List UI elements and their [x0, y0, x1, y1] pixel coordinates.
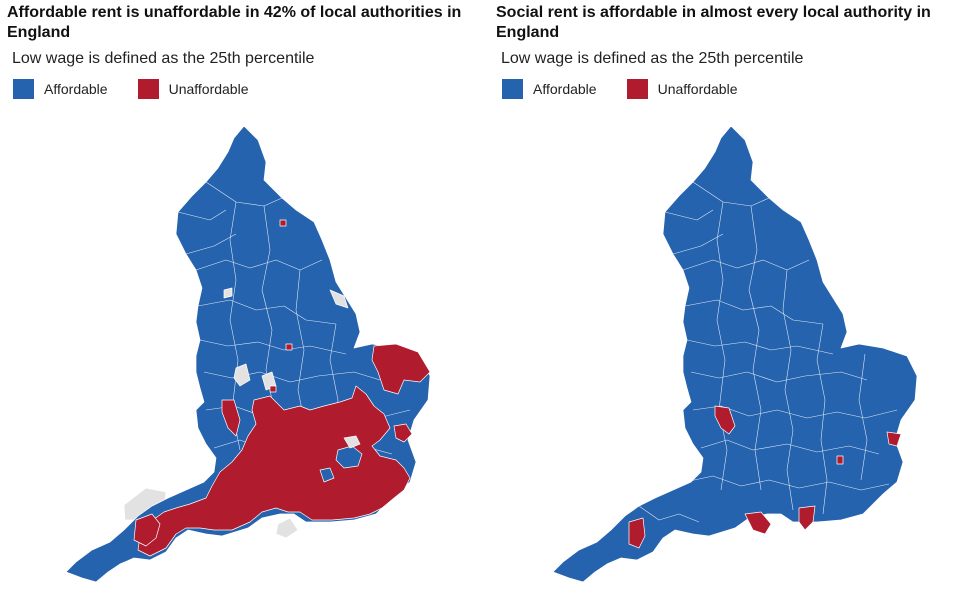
legend-swatch-unaffordable: [626, 79, 648, 99]
legend-item-affordable: Affordable: [13, 79, 108, 99]
unaffordable-region-east-anglia: [371, 343, 431, 395]
nodata-region: [329, 289, 349, 309]
map-panel-social-rent: Social rent is affordable in almost ever…: [489, 0, 977, 606]
map-panel-affordable-rent: Affordable rent is unaffordable in 42% o…: [0, 0, 488, 606]
nodata-region: [233, 363, 251, 387]
unaffordable-region-speck: [279, 219, 287, 227]
nodata-region: [343, 435, 361, 449]
legend-label: Unaffordable: [657, 81, 738, 97]
affordable-region: [319, 467, 335, 483]
unaffordable-region-west: [714, 405, 736, 435]
unaffordable-region-london: [836, 455, 844, 465]
england-map-affordable-rent: [65, 125, 431, 583]
unaffordable-region-dorset: [744, 511, 772, 535]
nodata-region: [223, 287, 233, 299]
map-subtitle: Low wage is defined as the 25th percenti…: [12, 50, 315, 67]
unaffordable-region-midlands-spot: [221, 399, 241, 437]
unaffordable-region-speck: [285, 343, 293, 351]
map-title: Affordable rent is unaffordable in 42% o…: [7, 4, 462, 41]
unaffordable-region-devon: [133, 513, 161, 547]
legend-swatch-unaffordable: [137, 79, 159, 99]
legend-label: Affordable: [533, 81, 597, 97]
unaffordable-region-hampshire: [798, 505, 816, 531]
legend-item-affordable: Affordable: [502, 79, 597, 99]
legend-swatch-affordable: [502, 79, 523, 99]
unaffordable-region-south: [137, 385, 411, 557]
legend-item-unaffordable: Unaffordable: [137, 79, 249, 99]
map-title: Social rent is affordable in almost ever…: [496, 4, 931, 41]
england-affordable-base: [552, 125, 918, 583]
map-subtitle: Low wage is defined as the 25th percenti…: [501, 50, 804, 67]
legend-label: Affordable: [44, 81, 108, 97]
legend-swatch-affordable: [13, 79, 34, 99]
unaffordable-region-kent: [886, 431, 902, 447]
nodata-region: [275, 517, 299, 539]
england-map-social-rent: [552, 125, 918, 583]
map-legend: Affordable Unaffordable: [13, 79, 279, 99]
legend-label: Unaffordable: [168, 81, 249, 97]
map-legend: Affordable Unaffordable: [502, 79, 768, 99]
unaffordable-region-essex-coast: [393, 423, 413, 443]
unaffordable-region-speck: [269, 385, 277, 393]
unaffordable-region-devon: [628, 517, 646, 549]
legend-item-unaffordable: Unaffordable: [626, 79, 738, 99]
